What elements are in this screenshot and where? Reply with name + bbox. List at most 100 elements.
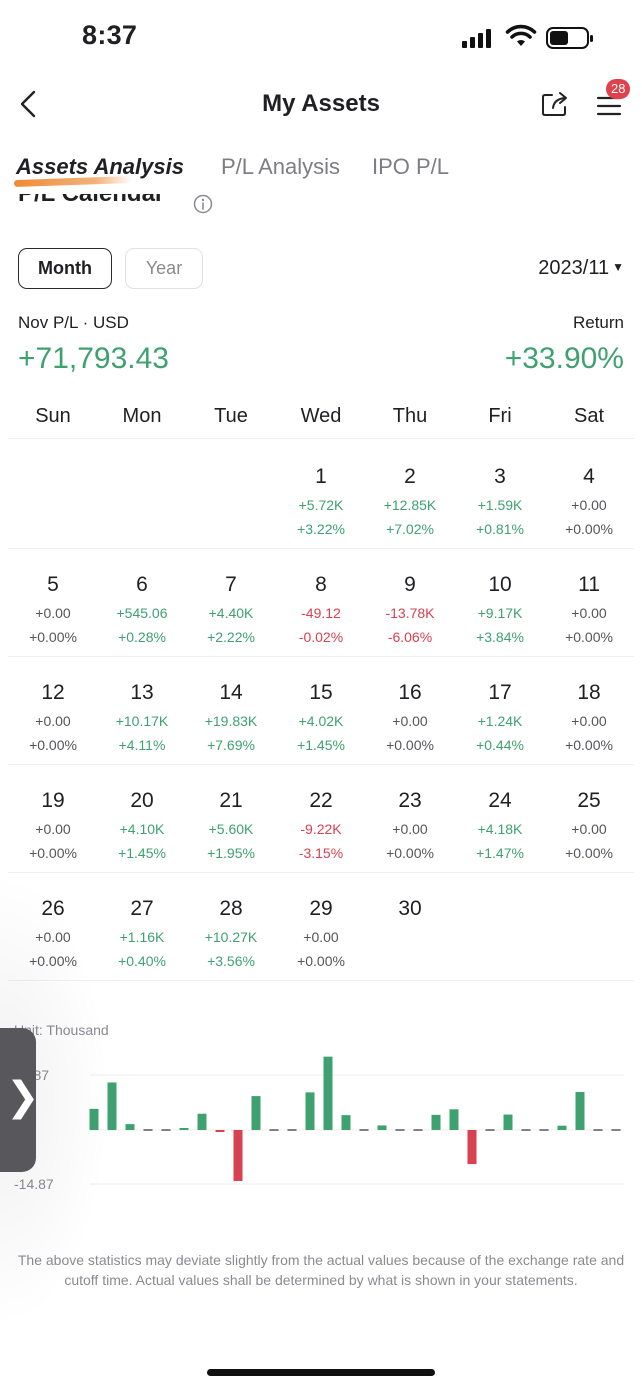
calendar-day-cell[interactable]: 13 +10.17K +4.11% [97,657,187,765]
calendar-day-cell[interactable]: 17 +1.24K +0.44% [455,657,545,765]
calendar-day-cell[interactable]: 23 +0.00 +0.00% [365,765,455,873]
calendar-day-return: +0.00% [565,521,613,537]
chart-bar [89,1108,99,1130]
chart-bar [503,1114,513,1130]
calendar-day-cell[interactable]: 24 +4.18K +1.47% [455,765,545,873]
chart-bar [125,1124,135,1130]
calendar-day-number: 10 [488,573,512,596]
caret-down-icon: ▼ [612,260,624,274]
year-toggle-button[interactable]: Year [125,248,203,289]
calendar-day-return: +3.84% [476,629,524,645]
notification-badge: 28 [606,79,631,99]
home-indicator [207,1369,435,1376]
calendar-day-pl: +10.17K [115,713,169,729]
calendar-day-cell[interactable]: 10 +9.17K +3.84% [455,549,545,657]
month-toggle-button[interactable]: Month [18,248,112,289]
calendar-day-cell[interactable]: 19 +0.00 +0.00% [8,765,98,873]
info-icon[interactable] [193,194,213,214]
calendar-day-cell[interactable]: 1 +5.72K +3.22% [276,441,366,549]
calendar-day-cell[interactable]: 7 +4.40K +2.22% [186,549,276,657]
calendar-day-pl: +4.18K [477,821,523,837]
side-panel-handle[interactable]: ❯ [0,1028,40,1172]
calendar-day-return: +7.02% [386,521,434,537]
calendar-week-row: 26 +0.00 +0.00% 27 +1.16K +0.40% 28 +10.27K +3.5… [8,873,634,981]
tab-assets-analysis[interactable]: Assets Analysis [16,154,184,179]
calendar-day-return: +0.00% [565,629,613,645]
calendar-day-pl: -13.78K [385,605,435,621]
calendar-day-pl: +0.00 [35,929,71,945]
calendar-day-pl: +0.00 [571,497,607,513]
chart-bar [305,1092,315,1130]
calendar-day-cell[interactable]: 9 -13.78K -6.06% [365,549,455,657]
calendar-day-cell[interactable]: 21 +5.60K +1.95% [186,765,276,873]
calendar-day-cell[interactable]: 11 +0.00 +0.00% [544,549,634,657]
calendar-day-cell[interactable]: 30 [365,873,455,981]
calendar-day-cell[interactable]: 14 +19.83K +7.69% [186,657,276,765]
calendar-day-number: 22 [309,789,333,812]
calendar-day-cell[interactable]: 12 +0.00 +0.00% [8,657,98,765]
y-tick-label: -14.87 [14,1176,54,1192]
weekday-fri: Fri [488,405,512,427]
calendar-day-cell[interactable]: 18 +0.00 +0.00% [544,657,634,765]
tab-pl-analysis[interactable]: P/L Analysis [221,154,341,179]
chart-bar [557,1125,567,1130]
chart-bar [431,1114,441,1130]
calendar-day-cell[interactable]: 3 +1.59K +0.81% [455,441,545,549]
date-selector[interactable]: 2023/11 ▼ [538,257,624,280]
calendar-day-cell[interactable]: 4 +0.00 +0.00% [544,441,634,549]
cellular-signal-icon [462,29,491,48]
calendar-day-cell[interactable]: 28 +10.27K +3.56% [186,873,276,981]
calendar-day-cell[interactable]: 8 -49.12 -0.02% [276,549,366,657]
calendar-day-cell[interactable]: 20 +4.10K +1.45% [97,765,187,873]
calendar-day-number: 28 [219,897,243,920]
calendar-day-cell[interactable]: 16 +0.00 +0.00% [365,657,455,765]
calendar-day-return: +7.69% [207,737,255,753]
calendar-day-cell[interactable]: 5 +0.00 +0.00% [8,549,98,657]
return-value: +33.90% [504,342,624,375]
calendar-day-return: -6.06% [387,629,433,645]
calendar-day-pl: +1.24K [477,713,523,729]
calendar-day-number: 9 [404,573,416,596]
calendar-day-cell[interactable]: 6 +545.06 +0.28% [97,549,187,657]
battery-icon [546,27,593,49]
calendar-day-cell[interactable]: 29 +0.00 +0.00% [276,873,366,981]
pl-label: Nov P/L · USD [18,313,129,332]
calendar-day-number: 4 [583,465,595,488]
tab-ipo-pl[interactable]: IPO P/L [372,154,450,179]
disclaimer-text: The above statistics may deviate slightl… [17,1252,625,1288]
calendar-day-number: 23 [398,789,422,812]
calendar-day-number: 17 [488,681,512,704]
calendar-day-number: 21 [219,789,243,812]
status-bar: 8:37 [0,0,642,70]
daily-pl-chart: Unit: Thousand 14.870-14.87 [0,1010,642,1210]
calendar-day-return: +0.00% [565,845,613,861]
calendar-day-pl: +4.10K [119,821,165,837]
calendar-day-cell[interactable]: 25 +0.00 +0.00% [544,765,634,873]
chart-unit-label: Unit: Thousand [14,1022,109,1038]
calendar-day-pl: +0.00 [392,821,428,837]
pl-value: +71,793.43 [18,342,169,375]
chart-bar [251,1096,261,1130]
weekday-mon: Mon [122,405,162,427]
chart-bar [233,1130,243,1181]
chevron-right-icon: ❯ [6,1075,40,1119]
calendar-day-return: -0.02% [298,629,344,645]
calendar-day-cell[interactable]: 22 -9.22K -3.15% [276,765,366,873]
calendar-day-cell[interactable]: 15 +4.02K +1.45% [276,657,366,765]
calendar-week-row: 1 +5.72K +3.22% 2 +12.85K +7.02% 3 +1.59K +0.81%… [8,441,634,549]
calendar-day-return: +2.22% [207,629,255,645]
calendar-day-cell[interactable]: 27 +1.16K +0.40% [97,873,187,981]
calendar-day-return: +0.81% [476,521,524,537]
share-icon[interactable] [540,88,570,118]
calendar-day-pl: +0.00 [571,605,607,621]
calendar-day-pl: -49.12 [301,605,341,621]
calendar-day-pl: +9.17K [477,605,523,621]
calendar-day-number: 3 [494,465,506,488]
calendar-day-number: 11 [578,573,600,596]
calendar-day-cell[interactable]: 26 +0.00 +0.00% [8,873,98,981]
calendar-day-cell[interactable]: 2 +12.85K +7.02% [365,441,455,549]
calendar-day-number: 27 [130,897,154,920]
back-arrow-icon[interactable] [14,86,46,122]
calendar-day-number: 18 [577,681,601,704]
calendar-day-number: 19 [41,789,65,812]
